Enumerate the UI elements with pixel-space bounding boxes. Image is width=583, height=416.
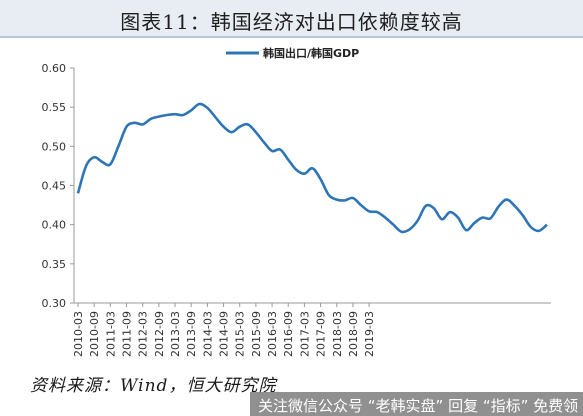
x-tick-label: 2015-03 — [234, 311, 247, 357]
chart-axes: 0.30 0.35 0.40 0.45 0.50 0.55 0.60 2010-03 2010-… — [42, 62, 551, 357]
y-tick-label: 0.35 — [42, 258, 67, 271]
data-point — [546, 224, 548, 226]
data-point — [514, 205, 516, 207]
y-tick-label: 0.60 — [42, 62, 67, 75]
data-point — [142, 123, 144, 125]
x-tick-label: 2016-03 — [266, 311, 279, 357]
y-tick-label: 0.30 — [42, 297, 67, 310]
x-tick-label: 2018-03 — [331, 311, 344, 357]
data-point — [465, 229, 467, 231]
data-point — [85, 165, 87, 167]
x-tick-label: 2014-03 — [201, 311, 214, 357]
source-note: 资料来源：Wind，恒大研究院 — [30, 376, 277, 396]
x-tick-label: 2012-03 — [137, 311, 150, 357]
data-point — [133, 122, 135, 124]
x-tick-label: 2017-09 — [315, 311, 328, 357]
data-point — [109, 163, 111, 165]
data-point — [481, 216, 483, 218]
data-point — [392, 224, 394, 226]
data-point — [449, 211, 451, 213]
y-tick-label: 0.45 — [42, 180, 67, 193]
data-point — [125, 126, 127, 128]
data-point — [368, 210, 370, 212]
data-point — [93, 156, 95, 158]
data-point — [328, 194, 330, 196]
data-point — [497, 205, 499, 207]
data-point — [239, 126, 241, 128]
legend-label: 韩国出口/韩国GDP — [263, 46, 359, 60]
data-point — [101, 161, 103, 163]
data-point — [287, 159, 289, 161]
data-point — [408, 228, 410, 230]
data-point — [214, 116, 216, 118]
data-point — [190, 109, 192, 111]
data-point — [384, 216, 386, 218]
watermark-text: 关注微信公众号 “老韩实盘” 回复 “指标” 免费领 — [258, 397, 579, 415]
data-point — [433, 207, 435, 209]
data-point — [174, 113, 176, 115]
data-point — [319, 178, 321, 180]
data-point — [263, 141, 265, 143]
data-point — [344, 199, 346, 201]
x-tick-label: 2016-09 — [282, 311, 295, 357]
x-tick-label: 2019-03 — [363, 311, 376, 357]
data-point — [336, 198, 338, 200]
data-point — [271, 150, 273, 152]
x-tick-label: 2012-09 — [153, 311, 166, 357]
data-point — [538, 230, 540, 232]
x-tick-label: 2015-09 — [250, 311, 263, 357]
x-tick-label: 2018-09 — [347, 311, 360, 357]
data-point — [255, 131, 257, 133]
data-point — [279, 148, 281, 150]
x-tick-label: 2011-09 — [121, 311, 134, 357]
title-bar: 图表11：韩国经济对出口依赖度较高 — [0, 0, 583, 38]
data-point — [166, 114, 168, 116]
data-point — [522, 214, 524, 216]
data-point — [457, 216, 459, 218]
data-point — [182, 114, 184, 116]
line-chart: 0.30 0.35 0.40 0.45 0.50 0.55 0.60 2010-03 2010-… — [42, 46, 551, 357]
data-point — [158, 115, 160, 117]
data-point — [303, 173, 305, 175]
data-point — [352, 197, 354, 199]
data-point — [505, 198, 507, 200]
data-point — [416, 220, 418, 222]
data-point — [295, 169, 297, 171]
chart-legend: 韩国出口/韩国GDP — [226, 46, 359, 60]
data-point — [400, 231, 402, 233]
data-point — [311, 167, 313, 169]
y-tick-label: 0.55 — [42, 101, 67, 114]
x-tick-label: 2014-09 — [218, 311, 231, 357]
y-tick-label: 0.40 — [42, 219, 67, 232]
data-point — [117, 145, 119, 147]
x-tick-label: 2013-03 — [169, 311, 182, 357]
x-tick-label: 2011-03 — [104, 311, 117, 357]
chart-plot-area — [76, 102, 548, 234]
data-point — [473, 222, 475, 224]
x-tick-label: 2017-03 — [298, 311, 311, 357]
data-point — [206, 107, 208, 109]
data-point — [150, 118, 152, 120]
data-point — [230, 131, 232, 133]
y-tick-label: 0.50 — [42, 140, 67, 153]
x-tick-label: 2013-09 — [185, 311, 198, 357]
x-tick-label: 2010-09 — [88, 311, 101, 357]
data-point — [376, 211, 378, 213]
x-tick-label: 2010-03 — [72, 311, 85, 357]
data-point — [441, 218, 443, 220]
data-point — [489, 217, 491, 219]
data-point — [247, 123, 249, 125]
page-title: 图表11：韩国经济对出口依赖度较高 — [120, 10, 463, 34]
data-point — [530, 226, 532, 228]
series-line — [76, 102, 548, 234]
data-point — [425, 205, 427, 207]
data-point — [360, 204, 362, 206]
watermark-banner: 关注微信公众号 “老韩实盘” 回复 “指标” 免费领 — [250, 392, 583, 416]
data-point — [222, 126, 224, 128]
data-point — [77, 192, 79, 194]
data-point — [198, 103, 200, 105]
